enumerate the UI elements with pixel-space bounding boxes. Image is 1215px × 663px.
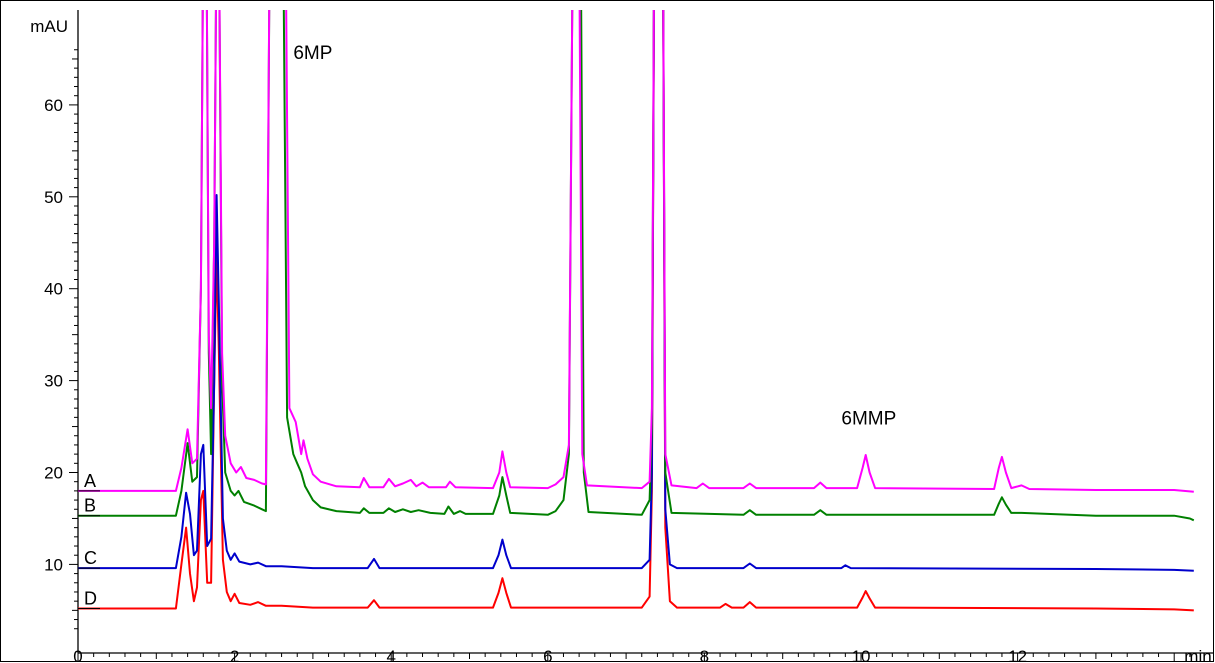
y-axis-label: mAU	[30, 17, 68, 36]
x-tick-label: 8	[700, 647, 709, 663]
x-axis-label: min	[1184, 647, 1211, 663]
labels-group: 0 2 4 6 8 10 12 min 10 20 30 40 50 60 mAU AB C D 6MP 6MMP	[30, 17, 1211, 663]
trace-label-a: A	[84, 471, 96, 491]
y-tick-label: 10	[44, 555, 63, 574]
x-tick-label: 4	[386, 647, 395, 663]
trace-label-c: C	[84, 548, 97, 568]
y-tick-label: 20	[44, 464, 63, 483]
y-tick-label: 60	[44, 96, 63, 115]
trace-label-d: D	[84, 589, 97, 609]
x-tick-label: 10	[852, 647, 871, 663]
axes-group	[69, 10, 1214, 662]
trace-label-b: B	[84, 496, 96, 516]
peak-annotation: 6MMP	[841, 409, 896, 430]
y-tick-label: 40	[44, 280, 63, 299]
trace-d	[78, 10, 1194, 612]
traces-group	[78, 10, 1195, 612]
x-tick-label: 2	[230, 647, 239, 663]
trace-b	[78, 10, 1195, 522]
y-tick-label: 50	[44, 188, 63, 207]
trace-a	[78, 10, 1194, 493]
y-tick-label: 30	[44, 372, 63, 391]
x-tick-label: 6	[543, 647, 552, 663]
x-tick-label: 12	[1008, 647, 1027, 663]
x-tick-label: 0	[73, 647, 82, 663]
trace-c	[78, 10, 1194, 572]
peak-annotation: 6MP	[293, 43, 332, 64]
